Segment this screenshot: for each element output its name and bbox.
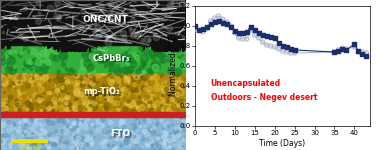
Point — [228, 25, 234, 27]
Point — [212, 21, 218, 23]
Point — [204, 28, 210, 30]
Point — [279, 50, 286, 52]
Point — [291, 49, 297, 51]
Point — [212, 17, 218, 19]
Point — [224, 23, 230, 25]
Point — [355, 50, 361, 52]
Point — [335, 49, 341, 51]
Y-axis label: Normalized PCE: Normalized PCE — [169, 36, 178, 96]
Point — [192, 28, 198, 30]
Bar — [11, 139, 48, 142]
Text: CsPbBr₃: CsPbBr₃ — [94, 56, 132, 64]
Text: mp-TiO₂: mp-TiO₂ — [84, 87, 120, 96]
Point — [232, 30, 238, 32]
Point — [252, 34, 258, 36]
Point — [339, 48, 345, 50]
Point — [276, 48, 282, 50]
Point — [363, 55, 369, 57]
Text: ONC/CNT: ONC/CNT — [83, 15, 129, 24]
Point — [248, 29, 254, 31]
Point — [200, 31, 206, 33]
Text: ONC/CNT: ONC/CNT — [85, 16, 130, 26]
Point — [243, 38, 249, 40]
Point — [215, 15, 222, 17]
Point — [339, 47, 345, 49]
Point — [288, 48, 294, 50]
Text: mp-TiO₂: mp-TiO₂ — [85, 88, 122, 98]
Point — [220, 22, 226, 24]
Point — [256, 32, 262, 34]
Point — [363, 52, 369, 54]
Point — [268, 36, 274, 38]
Point — [268, 45, 274, 47]
Point — [208, 23, 214, 25]
X-axis label: Time (Days): Time (Days) — [259, 139, 306, 148]
Point — [352, 43, 358, 45]
Point — [260, 34, 266, 36]
Point — [220, 18, 226, 20]
Point — [359, 51, 366, 53]
Point — [243, 31, 249, 33]
Point — [260, 41, 266, 43]
Point — [228, 26, 234, 28]
Point — [224, 21, 230, 23]
Point — [200, 28, 206, 30]
Point — [291, 52, 297, 54]
Point — [235, 32, 242, 34]
Point — [276, 42, 282, 44]
Point — [196, 29, 202, 31]
Point — [332, 51, 338, 53]
Point — [344, 48, 350, 50]
Point — [263, 35, 270, 37]
Point — [263, 44, 270, 46]
Point — [248, 26, 254, 28]
Point — [240, 38, 246, 40]
Point — [252, 29, 258, 31]
Point — [192, 25, 198, 27]
Text: FTO: FTO — [110, 129, 130, 138]
Point — [355, 51, 361, 53]
Point — [288, 52, 294, 54]
Point — [208, 20, 214, 22]
Point — [235, 37, 242, 39]
Point — [271, 37, 277, 39]
Point — [284, 51, 290, 53]
Point — [271, 46, 277, 48]
Text: Unencapsulated: Unencapsulated — [211, 80, 281, 88]
Point — [204, 26, 210, 28]
Point — [240, 32, 246, 34]
Text: Outdoors - Negev desert: Outdoors - Negev desert — [211, 93, 317, 102]
Point — [359, 53, 366, 55]
Text: CsPbBr₃: CsPbBr₃ — [93, 54, 130, 63]
Text: 500 nm: 500 nm — [19, 145, 40, 150]
Point — [284, 46, 290, 48]
Point — [344, 49, 350, 51]
Point — [279, 45, 286, 47]
Point — [232, 32, 238, 34]
Point — [332, 51, 338, 53]
Point — [335, 50, 341, 52]
Point — [256, 37, 262, 39]
Point — [352, 46, 358, 48]
Point — [215, 20, 222, 22]
Text: FTO: FTO — [112, 130, 132, 140]
